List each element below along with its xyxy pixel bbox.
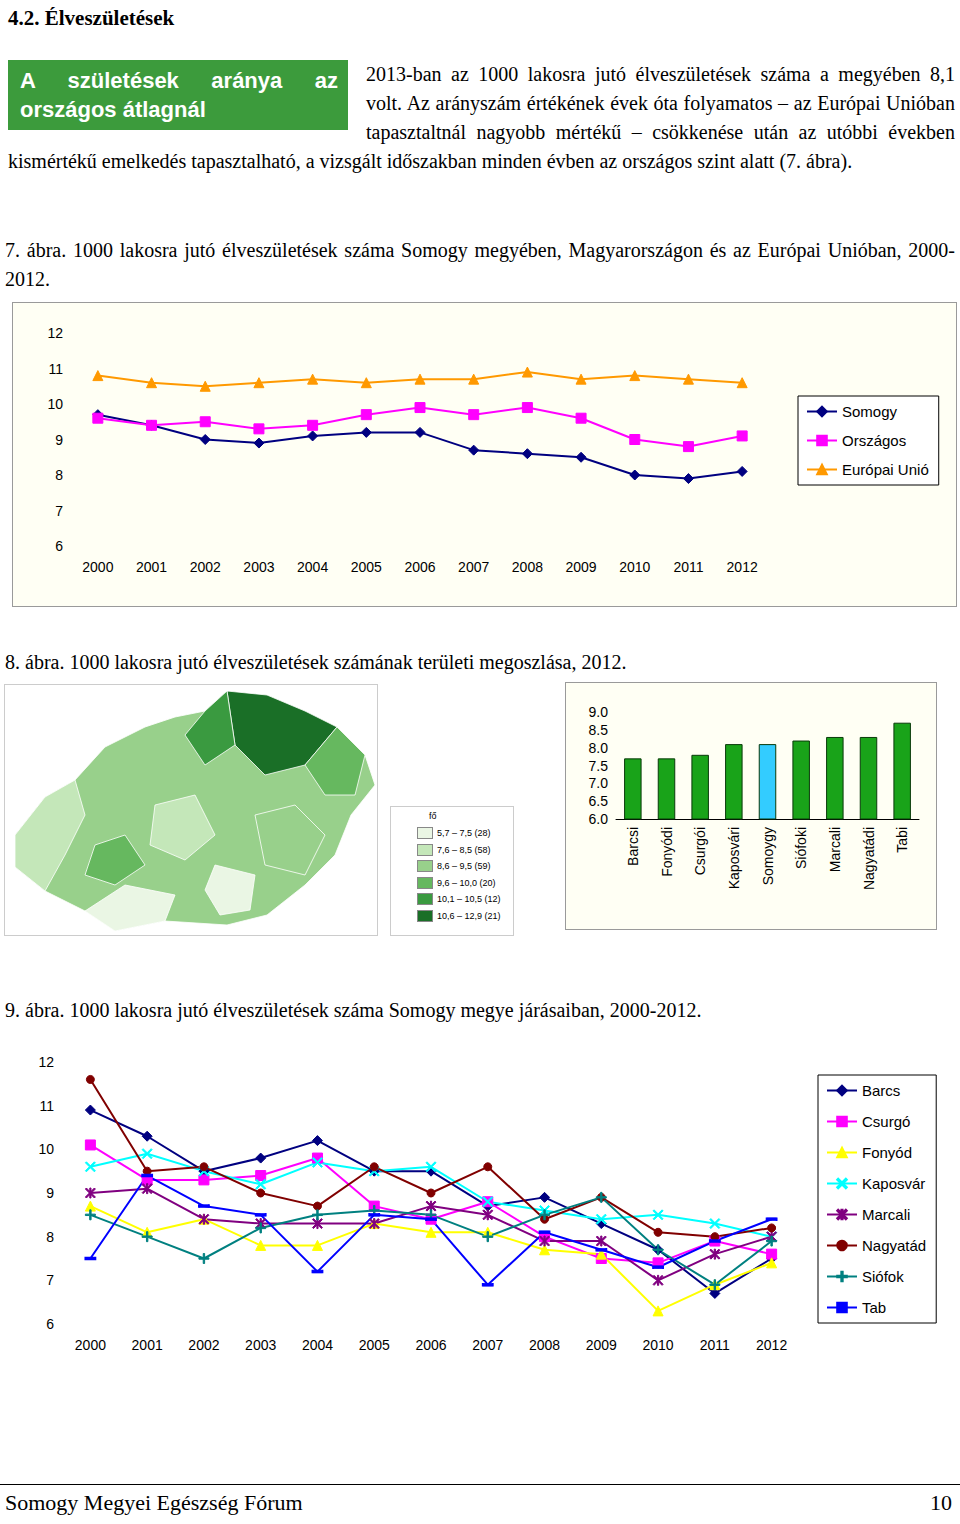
svg-text:6.0: 6.0 <box>589 811 609 827</box>
svg-text:Csurgó: Csurgó <box>862 1113 910 1130</box>
svg-text:2012: 2012 <box>756 1337 787 1353</box>
svg-text:2004: 2004 <box>297 559 328 575</box>
svg-text:9: 9 <box>46 1185 54 1201</box>
svg-text:2008: 2008 <box>512 559 543 575</box>
svg-text:2002: 2002 <box>190 559 221 575</box>
svg-text:2005: 2005 <box>351 559 382 575</box>
html-text:10: 10 <box>930 1490 952 1515</box>
svg-text:Nagyatád: Nagyatád <box>862 1237 926 1254</box>
svg-text:7: 7 <box>55 503 63 519</box>
svg-text:9: 9 <box>55 432 63 448</box>
svg-text:2003: 2003 <box>245 1337 276 1353</box>
svg-text:2006: 2006 <box>404 559 435 575</box>
svg-text:8.0: 8.0 <box>589 740 609 756</box>
svg-text:Országos: Országos <box>842 432 906 449</box>
svg-text:2010: 2010 <box>642 1337 673 1353</box>
svg-text:8: 8 <box>46 1229 54 1245</box>
svg-text:2009: 2009 <box>586 1337 617 1353</box>
html-text:8. ábra. 1000 lakosra jutó élv: 8. ábra. 1000 lakosra jutó élveszületése… <box>5 651 627 673</box>
svg-text:2000: 2000 <box>75 1337 106 1353</box>
svg-text:6: 6 <box>46 1316 54 1332</box>
svg-text:Barcs: Barcs <box>862 1082 900 1099</box>
html-text:fő: fő <box>429 811 437 821</box>
svg-text:Európai Unió: Európai Unió <box>842 461 929 478</box>
svg-text:7.0: 7.0 <box>589 775 609 791</box>
html-text:4.2. Élveszületések: 4.2. Élveszületések <box>8 6 175 30</box>
svg-text:Somoygy: Somoygy <box>760 827 776 885</box>
svg-text:11: 11 <box>48 361 63 377</box>
svg-text:Marcali: Marcali <box>827 827 843 872</box>
svg-text:Csurgói: Csurgói <box>692 827 708 875</box>
html-text:Somogy Megyei Egészség Fórum: Somogy Megyei Egészség Fórum <box>5 1490 303 1515</box>
svg-text:Barcsi: Barcsi <box>625 827 641 866</box>
html-text:9,6 – 10,0 (20): 9,6 – 10,0 (20) <box>437 877 496 888</box>
svg-text:7: 7 <box>46 1272 54 1288</box>
html-text:7,6 – 8,5 (58): 7,6 – 8,5 (58) <box>437 844 491 855</box>
svg-text:2001: 2001 <box>136 559 167 575</box>
svg-text:Somogy: Somogy <box>842 403 898 420</box>
svg-text:2003: 2003 <box>243 559 274 575</box>
svg-text:8.5: 8.5 <box>589 722 609 738</box>
svg-text:10: 10 <box>38 1141 54 1157</box>
svg-text:2008: 2008 <box>529 1337 560 1353</box>
svg-text:9.0: 9.0 <box>589 704 609 720</box>
svg-text:2007: 2007 <box>472 1337 503 1353</box>
html-text:10,6 – 12,9 (21): 10,6 – 12,9 (21) <box>437 910 501 921</box>
svg-text:2007: 2007 <box>458 559 489 575</box>
html-text:A születések aránya az országo: A születések aránya az országos átlagnál <box>20 68 338 122</box>
html-text:8,6 – 9,5 (59): 8,6 – 9,5 (59) <box>437 861 491 872</box>
svg-text:12: 12 <box>38 1054 54 1070</box>
svg-text:Marcali: Marcali <box>862 1206 910 1223</box>
svg-text:Siófok: Siófok <box>862 1268 904 1285</box>
svg-text:2002: 2002 <box>188 1337 219 1353</box>
svg-text:2010: 2010 <box>619 559 650 575</box>
svg-text:Fonyódi: Fonyódi <box>659 827 675 877</box>
svg-text:2009: 2009 <box>565 559 596 575</box>
svg-text:Kaposvár: Kaposvár <box>862 1175 925 1192</box>
svg-text:Nagyatádi: Nagyatádi <box>861 827 877 890</box>
svg-text:8: 8 <box>55 467 63 483</box>
svg-text:Tab: Tab <box>862 1299 886 1316</box>
svg-text:Siófoki: Siófoki <box>793 827 809 869</box>
svg-text:2006: 2006 <box>415 1337 446 1353</box>
svg-text:7.5: 7.5 <box>589 758 609 774</box>
svg-text:2011: 2011 <box>700 1337 730 1353</box>
svg-text:Tabi: Tabi <box>894 827 910 853</box>
html-text:7. ábra. 1000 lakosra jutó élv: 7. ábra. 1000 lakosra jutó élveszületése… <box>5 239 955 290</box>
html-text:9. ábra. 1000 lakosra jutó élv: 9. ábra. 1000 lakosra jutó élveszületése… <box>5 999 702 1021</box>
svg-text:Fonyód: Fonyód <box>862 1144 912 1161</box>
svg-text:Kaposvári: Kaposvári <box>726 827 742 889</box>
html-text:2013-ban az 1000 lakosra jutó: 2013-ban az 1000 lakosra jutó élveszület… <box>8 63 955 172</box>
svg-text:2011: 2011 <box>673 559 703 575</box>
svg-text:2000: 2000 <box>82 559 113 575</box>
svg-text:2001: 2001 <box>132 1337 163 1353</box>
svg-text:11: 11 <box>39 1098 54 1114</box>
svg-text:2005: 2005 <box>359 1337 390 1353</box>
svg-text:6: 6 <box>55 538 63 554</box>
html-text:10,1 – 10,5 (12): 10,1 – 10,5 (12) <box>437 894 501 905</box>
html-text:5,7 – 7,5 (28): 5,7 – 7,5 (28) <box>437 828 491 839</box>
svg-text:12: 12 <box>47 325 63 341</box>
svg-text:6.5: 6.5 <box>589 793 609 809</box>
svg-text:10: 10 <box>47 396 63 412</box>
svg-text:2012: 2012 <box>727 559 758 575</box>
svg-text:2004: 2004 <box>302 1337 333 1353</box>
